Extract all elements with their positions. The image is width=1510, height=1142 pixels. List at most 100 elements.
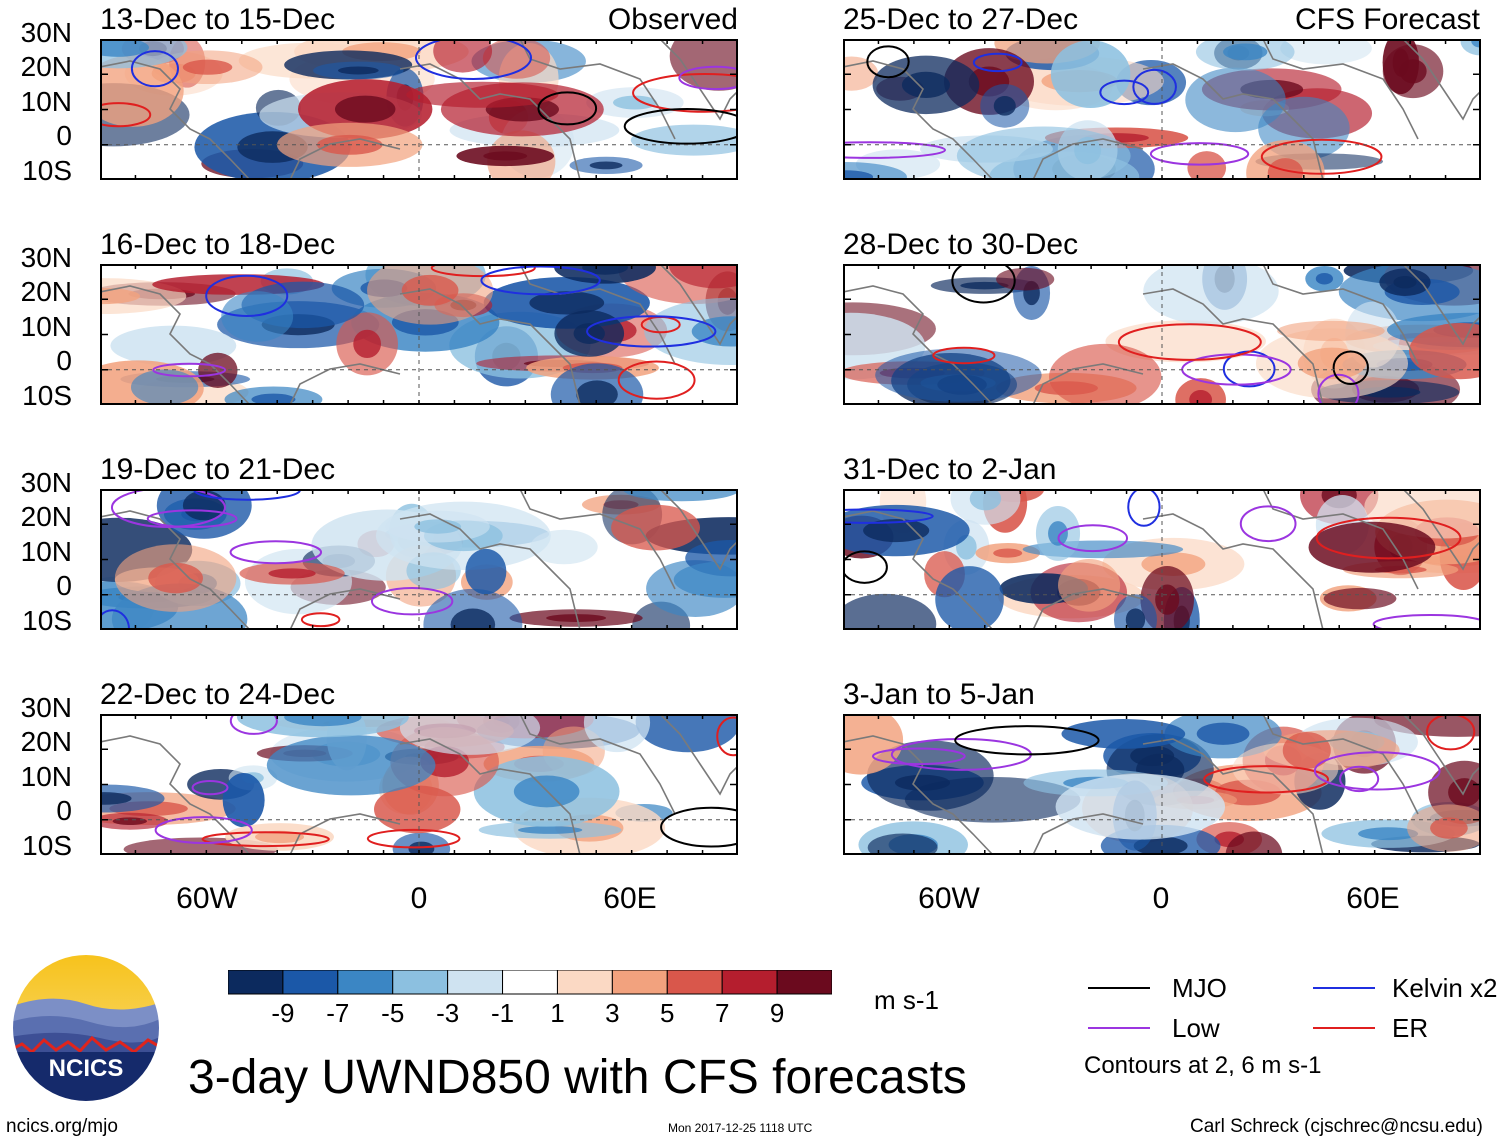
wave-contour <box>152 362 227 378</box>
anomaly-shading <box>1105 320 1266 363</box>
anomaly-shading <box>433 39 493 73</box>
anomaly-shading <box>630 124 738 156</box>
map-panel-5 <box>100 489 738 630</box>
colorbar-tick-label: 7 <box>714 998 730 1028</box>
lat-label: 10S <box>22 830 72 861</box>
anomaly-shading <box>1050 40 1131 109</box>
wave-contour <box>1057 524 1129 553</box>
colorbar-tick-label: 9 <box>769 998 785 1028</box>
anomaly-shading <box>996 267 1055 291</box>
wave-contour <box>954 725 1100 756</box>
anomaly-shading <box>266 735 436 796</box>
lat-label: 0 <box>56 795 72 826</box>
legend-line-kelvin <box>1313 987 1375 989</box>
legend-line-er <box>1313 1027 1375 1029</box>
legend-label-mjo: MJO <box>1172 973 1227 1003</box>
wave-contour <box>154 816 253 845</box>
anomaly-shading <box>1058 559 1121 612</box>
wave-contour <box>201 831 330 848</box>
colorbar-tick-label: 5 <box>660 998 675 1028</box>
wave-contour <box>1372 614 1481 630</box>
anomaly-shading <box>669 39 738 91</box>
anomaly-shading <box>1280 39 1372 65</box>
wave-contour <box>229 540 323 565</box>
lat-label: 20N <box>20 726 72 757</box>
map-panel-4 <box>843 264 1481 405</box>
anomaly-shading <box>1061 719 1186 749</box>
panel-title-6: 31-Dec to 2-Jan <box>843 453 1057 486</box>
lat-label: 20N <box>20 501 72 532</box>
colorbar-swatch <box>447 970 504 995</box>
wave-contour <box>932 346 996 365</box>
colorbar-swatch <box>721 970 778 995</box>
lon-label-0: 0 <box>410 882 428 915</box>
anomaly-shading <box>1185 67 1286 133</box>
wave-contour <box>623 107 738 145</box>
map-panel-7 <box>100 714 738 855</box>
anomaly-shading <box>843 593 937 630</box>
wave-contour <box>866 45 910 79</box>
wave-contour <box>110 489 226 528</box>
anomaly-shading <box>1049 343 1162 405</box>
legend-note: Contours at 2, 6 m s-1 <box>1084 1052 1322 1079</box>
legend-line-low <box>1088 1027 1150 1029</box>
panel-tag-observed: Observed <box>607 3 738 36</box>
anomaly-shading <box>130 369 199 405</box>
panel-title-4: 28-Dec to 30-Dec <box>843 228 1079 261</box>
wave-contour <box>1239 505 1297 543</box>
wave-contour <box>1315 516 1462 560</box>
colorbar-swatch <box>776 970 832 995</box>
colorbar-tick-label: 1 <box>550 998 565 1028</box>
anomaly-shading <box>875 348 1042 402</box>
wave-contour <box>1260 138 1383 175</box>
legend-label-kelvin: Kelvin x2 <box>1392 973 1498 1003</box>
anomaly-shading <box>399 714 541 755</box>
wave-contour <box>951 264 1016 304</box>
colorbar-tick-label: -7 <box>326 998 350 1028</box>
anomaly-shading <box>673 561 738 598</box>
anomaly-shading <box>221 291 294 342</box>
anomaly-shading <box>1143 264 1279 325</box>
panel-title-7: 22-Dec to 24-Dec <box>100 678 336 711</box>
wave-contour <box>1149 142 1250 166</box>
lat-label: 10N <box>20 761 72 792</box>
wave-contour <box>1099 79 1150 106</box>
colorbar <box>228 970 832 995</box>
anomaly-shading <box>668 264 738 289</box>
colorbar-swatch <box>337 970 394 995</box>
wave-contour <box>632 73 738 113</box>
wave-contour <box>300 612 341 628</box>
wave-contour <box>843 141 947 159</box>
panel-title-5: 19-Dec to 21-Dec <box>100 453 336 486</box>
wave-contour <box>100 102 152 128</box>
lon-label-60w: 60W <box>176 882 238 915</box>
anomaly-shading <box>1308 521 1436 573</box>
wave-contour <box>1127 489 1161 527</box>
wave-contour <box>1313 751 1441 791</box>
colorbar-swatch <box>392 970 449 995</box>
wave-contour <box>370 586 454 616</box>
wave-contour <box>130 50 179 88</box>
colorbar-swatch <box>666 970 723 995</box>
lat-label: 0 <box>56 120 72 151</box>
ncics-logo: NCICS <box>11 953 161 1103</box>
colorbar-swatch <box>502 970 558 995</box>
wave-contour <box>146 509 238 529</box>
map-panel-1 <box>100 39 738 180</box>
wave-contour <box>843 550 888 584</box>
footer-url[interactable]: ncics.org/mjo <box>6 1116 118 1137</box>
wave-contour <box>678 65 738 91</box>
colorbar-tick-label: -9 <box>271 998 295 1028</box>
logo-text: NCICS <box>49 1055 124 1082</box>
lat-label: 10N <box>20 311 72 342</box>
wave-contour <box>660 806 738 848</box>
lat-label: 30N <box>20 692 72 723</box>
main-title: 3-day UWND850 with CFS forecasts <box>188 1051 967 1104</box>
panel-title-3: 16-Dec to 18-Dec <box>100 228 336 261</box>
anomaly-shading <box>373 785 461 834</box>
colorbar-swatch <box>556 970 613 995</box>
wave-contour <box>586 315 717 348</box>
legend-line-mjo <box>1088 987 1150 989</box>
anomaly-shading <box>867 833 938 855</box>
map-panel-3 <box>100 264 738 405</box>
